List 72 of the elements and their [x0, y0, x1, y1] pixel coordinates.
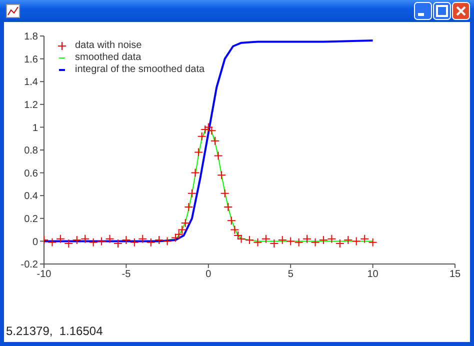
point: [162, 236, 172, 246]
point: [286, 236, 296, 246]
line-series: [44, 40, 374, 242]
point: [184, 202, 194, 212]
x-tick-label: 15: [449, 269, 461, 280]
point: [146, 238, 156, 247]
y-tick-label: 1.4: [24, 77, 38, 88]
point: [278, 236, 287, 245]
y-tick-label: 1.8: [24, 32, 38, 43]
point: [194, 148, 204, 157]
x-tick-label: 5: [288, 269, 294, 280]
point: [48, 238, 57, 247]
text: 5.21379, 1.16504: [6, 324, 103, 338]
legend-label: smoothed data: [75, 52, 142, 64]
y-tick-label: 0.4: [24, 191, 38, 202]
point: [197, 132, 206, 141]
point: [64, 238, 74, 248]
x-tick-label: -5: [122, 269, 132, 280]
point: [236, 234, 246, 244]
point: [190, 168, 200, 178]
point: [294, 238, 304, 247]
y-tick-label: 0.2: [24, 214, 38, 225]
point: [217, 170, 226, 180]
point: [245, 236, 254, 245]
point: [261, 234, 270, 244]
point: [327, 234, 336, 244]
point: [318, 236, 328, 245]
point: [154, 236, 164, 245]
point: [360, 234, 370, 244]
point: [302, 234, 312, 244]
y-tick-label: 1: [32, 122, 38, 134]
point: [171, 233, 180, 242]
point: [187, 188, 196, 198]
point: [200, 124, 210, 134]
point: [56, 234, 65, 244]
point: [122, 236, 131, 245]
x-tick-label: 10: [367, 269, 379, 280]
point: [97, 236, 106, 246]
point: [335, 238, 344, 248]
legend-label: data with noise: [75, 40, 142, 52]
y-tick-label: 0.8: [24, 146, 38, 157]
y-tick-label: 1.6: [24, 54, 38, 66]
point: [226, 216, 236, 226]
point: [214, 151, 223, 160]
x-tick-label: 0: [206, 269, 212, 280]
point: [270, 238, 279, 248]
point: [130, 238, 139, 247]
point: [207, 126, 216, 136]
point: [210, 136, 220, 146]
legend-label: integral of the smoothed data: [75, 64, 205, 76]
point: [310, 238, 320, 247]
x-tick-label: -10: [36, 269, 52, 280]
y-tick-label: 1.2: [24, 100, 38, 111]
point: [174, 230, 184, 239]
point: [178, 225, 187, 234]
y-tick-label: 0: [32, 236, 38, 248]
point: [113, 238, 122, 248]
point: [368, 238, 378, 247]
y-tick-label: 0.6: [24, 168, 38, 180]
point: [352, 236, 361, 246]
point: [344, 236, 353, 245]
y-tick-label: -0.2: [20, 260, 38, 271]
point: [138, 234, 148, 244]
point: [72, 236, 82, 245]
point: [224, 202, 233, 212]
point: [105, 234, 114, 244]
point: [180, 218, 190, 228]
point: [88, 238, 98, 247]
point: [253, 238, 262, 247]
point: [204, 122, 213, 132]
point: [220, 188, 230, 198]
point: [80, 234, 90, 244]
